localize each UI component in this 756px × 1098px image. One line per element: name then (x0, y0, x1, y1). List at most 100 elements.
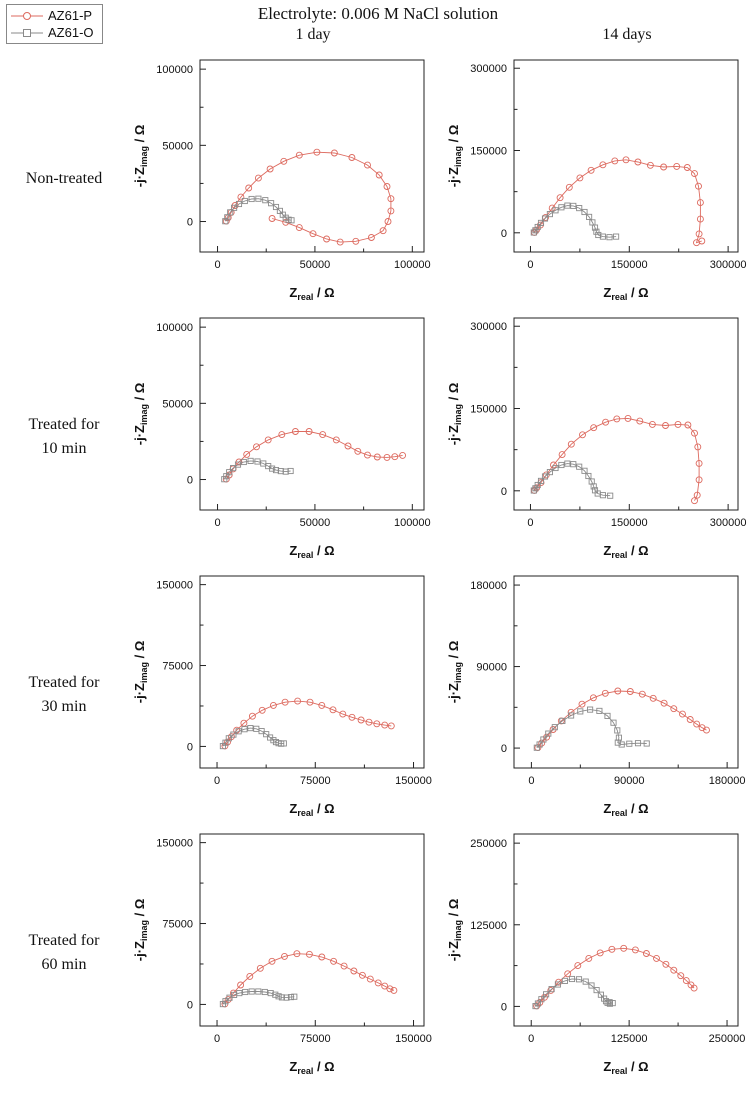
x-tick-label: 50000 (300, 259, 331, 271)
y-tick-label: 125000 (470, 920, 507, 932)
series-AZ61-O (219, 988, 298, 1008)
row-label-10min: Treated for 10 min (28, 416, 100, 457)
plot-30min-1day: 0 75000 150000 0 75000 150000 Zreal / Ω -j·Zima… (128, 566, 442, 824)
x-tick-label: 75000 (300, 775, 331, 787)
x-tick-label: 250000 (709, 1033, 746, 1045)
x-axis-label: Zreal / Ω (289, 285, 334, 302)
plot-10min-14days: 0 150000 300000 0 150000 300000 Zreal / Ω -j·Zi… (442, 308, 756, 566)
y-tick-label: 0 (187, 741, 193, 753)
x-tick-label: 0 (214, 259, 220, 271)
nyquist-plot-svg: 0 75000 150000 0 75000 150000 Zreal / Ω -j·Zima… (132, 833, 432, 1076)
y-tick-label: 0 (187, 999, 193, 1011)
y-tick-label: 50000 (162, 398, 193, 410)
series-AZ61-P (222, 428, 407, 483)
series-AZ61-P (221, 697, 395, 750)
series-AZ61-P (221, 950, 398, 1008)
plot-non-treated-1day: 0 50000 100000 0 50000 100000 Zreal / Ω -j·Zima… (128, 50, 442, 308)
nyquist-plot-svg: 0 125000 250000 0 125000 250000 Zreal / Ω -j·Zi… (446, 833, 746, 1076)
nyquist-plot-svg: 0 50000 100000 0 50000 100000 Zreal / Ω -j·Zima… (132, 317, 431, 560)
series-AZ61-P (222, 148, 395, 246)
legend-item-az61p: AZ61-P (9, 7, 94, 24)
plot-frame (199, 59, 425, 253)
x-tick-label: 0 (527, 259, 533, 271)
row-label-30min: Treated for 30 min (28, 674, 100, 715)
y-axis-label: -j·Zimag / Ω (132, 899, 149, 962)
legend-item-az61o: AZ61-O (9, 24, 94, 41)
x-axis-label: Zreal / Ω (289, 1059, 334, 1076)
series-AZ61-P (530, 156, 706, 247)
y-axis-label: -j·Zimag / Ω (446, 641, 463, 704)
x-tick-label: 0 (214, 775, 220, 787)
x-axis-label: Zreal / Ω (603, 801, 648, 818)
x-axis-label: Zreal / Ω (289, 801, 334, 818)
y-axis-label: -j·Zimag / Ω (446, 125, 463, 188)
y-tick-label: 0 (501, 486, 507, 498)
plot-frame (513, 575, 739, 769)
series-AZ61-O (222, 195, 295, 225)
legend: AZ61-P AZ61-O (6, 4, 103, 44)
plot-30min-14days: 0 90000 180000 0 90000 180000 Zreal / Ω -j·Zima… (442, 566, 756, 824)
y-tick-label: 150000 (470, 146, 507, 158)
plot-frame (199, 575, 425, 769)
series-AZ61-O (532, 975, 616, 1010)
series-AZ61-O (221, 457, 294, 483)
plot-frame (513, 59, 739, 253)
y-tick-label: 0 (187, 217, 193, 229)
row-label-60min: Treated for 60 min (28, 932, 100, 973)
x-axis-label: Zreal / Ω (289, 543, 334, 560)
column-header-1day: 1 day (295, 26, 331, 43)
x-tick-label: 300000 (710, 517, 747, 529)
nyquist-plot-svg: 0 75000 150000 0 75000 150000 Zreal / Ω -j·Zima… (132, 575, 432, 818)
y-tick-label: 300000 (470, 63, 507, 75)
plot-frame (199, 317, 425, 511)
y-tick-label: 150000 (156, 838, 193, 850)
plot-frame (199, 833, 425, 1027)
y-tick-label: 0 (501, 1001, 507, 1013)
y-tick-label: 90000 (476, 662, 507, 674)
nyquist-plot-svg: 0 50000 100000 0 50000 100000 Zreal / Ω -j·Zima… (132, 59, 431, 302)
nyquist-plot-svg: 0 150000 300000 0 150000 300000 Zreal / Ω -j·Zi… (446, 59, 746, 302)
legend-label-az61p: AZ61-P (48, 8, 93, 23)
y-tick-label: 0 (501, 228, 507, 240)
series-AZ61-P (530, 414, 703, 505)
x-tick-label: 0 (214, 1033, 220, 1045)
y-tick-label: 100000 (156, 322, 193, 334)
x-tick-label: 75000 (300, 1033, 331, 1045)
circle-line-marker-icon (11, 11, 43, 20)
series-AZ61-O (533, 706, 650, 751)
plot-10min-1day: 0 50000 100000 0 50000 100000 Zreal / Ω -j·Zima… (128, 308, 442, 566)
plot-grid: 1 day 14 days Non-treated 0 50000 100000 0 5… (0, 26, 756, 1082)
column-header-14days: 14 days (602, 26, 652, 43)
x-tick-label: 150000 (395, 775, 432, 787)
x-tick-label: 0 (528, 1033, 534, 1045)
plot-non-treated-14days: 0 150000 300000 0 150000 300000 Zreal / Ω -j·Zi… (442, 50, 756, 308)
x-tick-label: 150000 (395, 1033, 432, 1045)
square-line-marker-icon (11, 28, 43, 37)
y-tick-label: 0 (501, 743, 507, 755)
plot-60min-14days: 0 125000 250000 0 125000 250000 Zreal / Ω -j·Zi… (442, 824, 756, 1082)
x-tick-label: 180000 (709, 775, 746, 787)
x-tick-label: 0 (527, 517, 533, 529)
y-tick-label: 150000 (470, 404, 507, 416)
y-axis-label: -j·Zimag / Ω (132, 641, 149, 704)
x-tick-label: 90000 (614, 775, 645, 787)
series-AZ61-O (219, 725, 287, 750)
y-tick-label: 50000 (162, 140, 193, 152)
plot-frame (513, 833, 739, 1027)
x-tick-label: 125000 (611, 1033, 648, 1045)
y-axis-label: -j·Zimag / Ω (446, 899, 463, 962)
x-tick-label: 100000 (394, 517, 431, 529)
row-label-non-treated: Non-treated (25, 170, 103, 187)
x-axis-label: Zreal / Ω (603, 543, 648, 560)
series-AZ61-O (530, 202, 620, 241)
series-AZ61-O (530, 460, 614, 499)
x-tick-label: 150000 (611, 517, 648, 529)
figure-title: Electrolyte: 0.006 M NaCl solution (257, 4, 499, 23)
y-tick-label: 75000 (162, 661, 193, 673)
y-tick-label: 75000 (162, 919, 193, 931)
y-axis-label: -j·Zimag / Ω (132, 383, 149, 446)
plot-frame (513, 317, 739, 511)
x-tick-label: 0 (214, 517, 220, 529)
nyquist-plot-svg: 0 150000 300000 0 150000 300000 Zreal / Ω -j·Zi… (446, 317, 747, 560)
